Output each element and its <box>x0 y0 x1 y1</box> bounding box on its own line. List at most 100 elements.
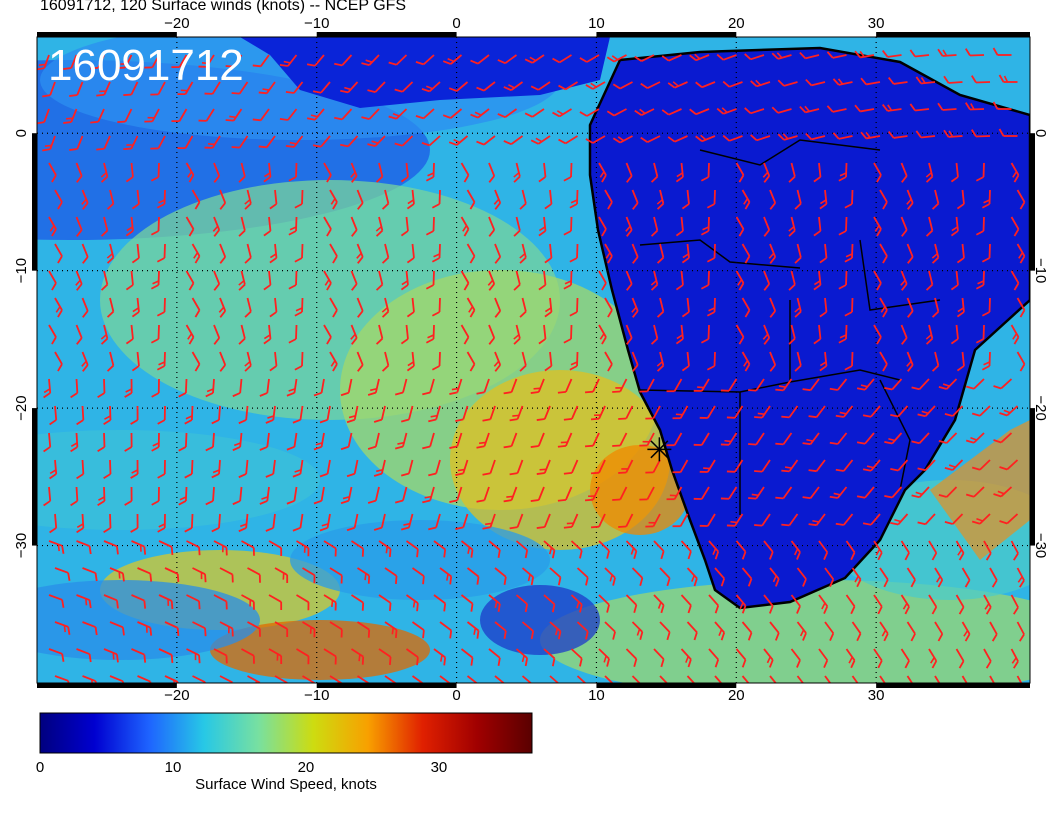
wind-barb <box>769 189 777 210</box>
wind-barb <box>43 432 52 453</box>
wind-barb <box>612 378 628 393</box>
wind-barb <box>103 540 119 555</box>
wind-barb <box>735 324 745 345</box>
wind-barb <box>735 270 745 291</box>
wind-barb <box>466 189 476 210</box>
wind-barb <box>744 107 765 115</box>
wind-barb <box>925 162 934 183</box>
wind-barb <box>76 459 85 480</box>
wind-barb <box>631 297 639 318</box>
wind-barb <box>763 216 771 237</box>
wind-barb <box>750 79 771 88</box>
wind-barb <box>999 405 1019 417</box>
wind-barb <box>937 102 957 111</box>
wind-barb <box>558 135 578 145</box>
wind-barb <box>70 378 79 399</box>
wind-barb <box>192 621 207 637</box>
wind-barb <box>503 432 518 449</box>
wind-barb <box>700 216 710 236</box>
wind-barb <box>274 567 289 583</box>
wind-barb <box>661 54 682 62</box>
wind-barb <box>42 135 56 152</box>
wind-barb <box>796 567 807 587</box>
wind-barb <box>448 81 469 92</box>
wind-barb <box>54 351 63 372</box>
wind-barb <box>826 51 847 59</box>
wind-barb <box>598 648 610 667</box>
wind-barb <box>763 648 774 668</box>
wind-barb <box>400 513 414 531</box>
wind-barb <box>900 648 910 669</box>
wind-barb <box>258 81 276 95</box>
wind-barb <box>1016 675 1025 683</box>
wind-barb <box>769 567 780 587</box>
wind-barb <box>631 351 639 372</box>
lat-tick-label-right: −10 <box>1032 258 1049 283</box>
wind-barb <box>476 378 490 395</box>
wind-barb <box>406 243 415 264</box>
wind-barb <box>975 324 985 344</box>
wind-barb <box>1016 351 1026 372</box>
wind-barb <box>925 216 934 237</box>
wind-barb <box>631 189 639 210</box>
wind-barb <box>569 297 579 317</box>
lat-tick-label-left: 0 <box>13 129 30 137</box>
wind-barb <box>989 675 998 683</box>
wind-barb <box>493 189 502 210</box>
wind-barb <box>238 270 246 291</box>
wind-barb <box>906 297 914 318</box>
wind-barb <box>681 351 690 372</box>
wind-barb <box>422 432 435 450</box>
wind-barb <box>405 594 419 612</box>
wind-barb <box>900 270 908 291</box>
wind-barb <box>191 243 201 264</box>
wind-barb <box>598 270 607 291</box>
wind-barb <box>131 297 140 318</box>
wind-barb <box>819 351 828 372</box>
wind-barb <box>54 675 71 683</box>
wind-barb <box>851 621 862 642</box>
wind-barb <box>406 297 415 318</box>
wind-barb <box>405 648 419 666</box>
wind-barb <box>356 243 364 264</box>
wind-barb <box>720 378 738 392</box>
wind-barb <box>157 405 166 425</box>
wind-barb <box>319 405 331 424</box>
wind-barb <box>367 135 386 147</box>
wind-barb <box>400 162 409 183</box>
wind-barb <box>851 567 862 588</box>
wind-barb <box>460 270 470 291</box>
wind-barb <box>521 567 535 586</box>
location-marker <box>647 437 672 462</box>
wind-barb <box>832 132 853 140</box>
wind-barb <box>319 513 331 532</box>
lon-tick-label-bottom: 30 <box>868 687 885 700</box>
wind-barb <box>604 621 616 640</box>
wind-barb <box>666 432 683 447</box>
wind-barb <box>598 162 607 183</box>
wind-barb <box>768 243 777 264</box>
wind-barb <box>769 297 777 318</box>
landmass-africa <box>590 48 1030 608</box>
wind-barb <box>381 243 390 264</box>
wind-barb <box>425 324 435 344</box>
wind-barb <box>177 135 194 150</box>
wind-barb <box>274 621 289 637</box>
wind-barb <box>294 351 304 371</box>
wind-barb <box>460 324 470 345</box>
wind-barb <box>653 540 665 560</box>
wind-barb <box>992 101 1012 110</box>
wind-barb <box>405 540 419 558</box>
wind-barb <box>329 621 343 638</box>
wind-barb <box>805 78 826 87</box>
wind-barb <box>509 513 524 530</box>
wind-barb <box>75 162 83 183</box>
wind-barb <box>819 189 828 210</box>
wind-barb <box>54 243 63 264</box>
wind-barb <box>381 189 390 210</box>
wind-barb <box>844 351 854 371</box>
wind-barb <box>845 594 856 615</box>
wind-barb <box>439 621 453 639</box>
wind-barb <box>263 270 272 291</box>
wind-barb <box>356 351 364 372</box>
